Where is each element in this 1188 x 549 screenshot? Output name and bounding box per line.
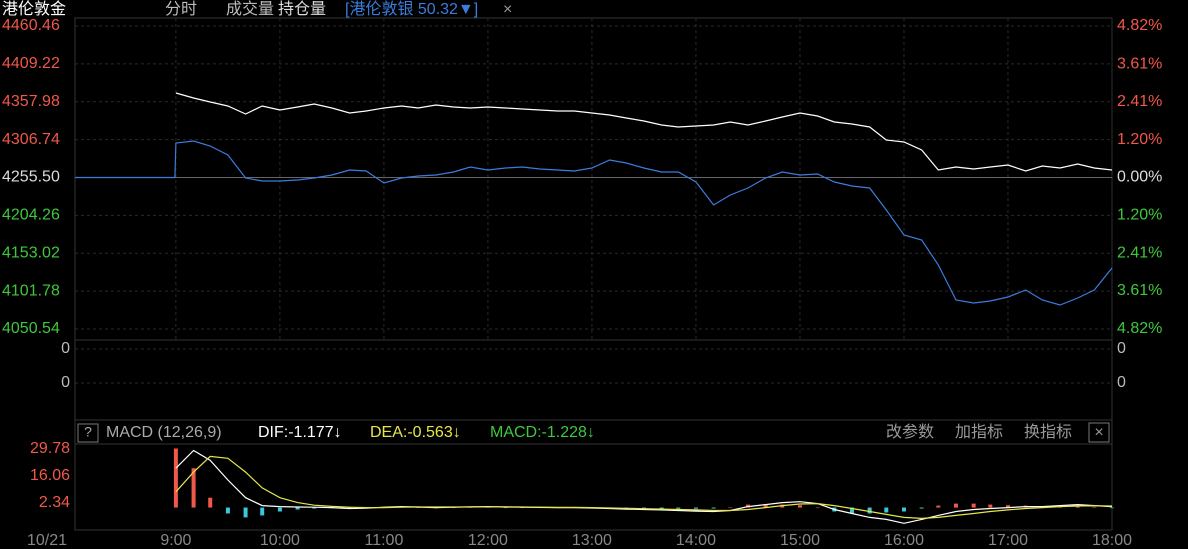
x-tick-label: 16:00: [884, 532, 924, 549]
y2-tick-label: 2.41%: [1117, 244, 1162, 261]
tab[interactable]: 港伦敦金: [2, 0, 66, 18]
legend-entry: MACD:-1.228↓: [490, 424, 595, 441]
macd-bar: [1092, 507, 1097, 508]
macd-bar: [763, 504, 768, 508]
macd-bar: [693, 507, 698, 509]
y2-tick-label: 1.20%: [1117, 131, 1162, 148]
macd-bar: [971, 503, 976, 508]
x-tick-label: 11:00: [364, 532, 403, 549]
indicator-button[interactable]: 换指标: [1024, 423, 1072, 441]
macd-bar: [676, 507, 681, 509]
help[interactable]: ?: [84, 424, 92, 440]
indicator-button[interactable]: ×: [1094, 424, 1103, 441]
y2-tick-label: 0: [1117, 340, 1126, 357]
price-panel: [74, 17, 1113, 341]
y2-tick-label: 3.61%: [1117, 55, 1162, 72]
macd-bar: [208, 497, 213, 508]
series-line: [175, 455, 1113, 520]
compare-symbol[interactable]: [港伦敦银 50.32▼]: [345, 0, 478, 18]
y2-tick-label: 0: [1117, 374, 1126, 391]
y-tick-label: 4357.98: [2, 93, 60, 110]
series-line: [175, 92, 1113, 172]
macd-bar: [659, 507, 664, 509]
macd-bar: [815, 507, 820, 509]
y-tick-label: 2.34: [39, 494, 70, 511]
indicator-button[interactable]: 改参数: [886, 423, 934, 441]
y-tick-label: 4101.78: [2, 282, 60, 299]
macd-bar: [173, 448, 178, 508]
macd-bar: [711, 507, 716, 509]
macd-bar: [936, 505, 941, 508]
indicator-button[interactable]: 加指标: [955, 423, 1003, 441]
macd-bar: [295, 507, 300, 510]
y2-tick-label: 4.82%: [1117, 320, 1162, 337]
y-tick-label: 29.78: [30, 440, 70, 457]
y-tick-label: 4306.74: [2, 131, 60, 148]
macd-bar: [277, 507, 282, 512]
macd-bar: [728, 507, 733, 509]
y-tick-label: 16.06: [30, 467, 70, 484]
macd-bar: [797, 505, 802, 508]
macd-bar: [260, 507, 265, 516]
y-tick-label: 4255.50: [2, 169, 60, 186]
legend-entry: DEA:-0.563↓: [370, 424, 461, 441]
y-tick-label: 0: [61, 374, 70, 391]
macd-bar: [520, 507, 525, 509]
x-tick-label: 12:00: [468, 532, 508, 549]
macd-bar: [641, 507, 646, 509]
macd-bar: [485, 507, 490, 508]
macd-bar: [1075, 506, 1080, 508]
help-box[interactable]: [77, 423, 99, 443]
close-compare[interactable]: ×: [503, 1, 512, 18]
macd-bar: [953, 503, 958, 508]
legend-entry: DIF:-1.177↓: [258, 424, 342, 441]
y-tick-label: 4204.26: [2, 207, 60, 224]
volume-panel: [74, 339, 1113, 421]
y2-tick-label: 1.20%: [1117, 206, 1162, 223]
y2-tick-label: 0.00%: [1117, 169, 1162, 186]
x-tick-label: 10:00: [260, 532, 300, 549]
x-tick-label: 17:00: [988, 532, 1028, 549]
y-tick-label: 4460.46: [2, 17, 60, 34]
macd-bar: [988, 504, 993, 508]
y-tick-label: 4050.54: [2, 320, 60, 337]
macd-bar: [416, 507, 421, 508]
y2-tick-label: 3.61%: [1117, 282, 1162, 299]
macd-panel: [74, 419, 1113, 531]
series-line: [175, 449, 1113, 524]
close-box[interactable]: [1088, 422, 1110, 443]
macd-bar: [867, 507, 872, 514]
y-tick-label: 4409.22: [2, 55, 60, 72]
y-tick-label: 0: [61, 340, 70, 357]
macd-bar: [503, 507, 508, 509]
y2-tick-label: 4.82%: [1117, 17, 1162, 34]
x-tick-label: 9:00: [160, 532, 191, 549]
macd-bar: [1110, 507, 1114, 509]
macd-bar: [312, 507, 317, 509]
y-tick-label: 4153.02: [2, 244, 60, 261]
macd-bar: [243, 507, 248, 518]
indicator-name: MACD (12,26,9): [106, 424, 222, 441]
macd-bar: [191, 468, 196, 508]
macd-bar: [225, 507, 230, 514]
x-tick-label: 14:00: [676, 532, 716, 549]
series-line: [75, 140, 1113, 306]
macd-bar: [849, 507, 854, 514]
date-label: 10/21: [27, 532, 67, 549]
macd-bar: [919, 507, 924, 509]
x-tick-label: 15:00: [780, 532, 820, 549]
tab[interactable]: 成交量: [226, 0, 274, 18]
macd-bar: [884, 507, 889, 513]
macd-bar: [1005, 505, 1010, 508]
tab[interactable]: 持仓量: [278, 0, 326, 18]
y2-tick-label: 2.41%: [1117, 93, 1162, 110]
macd-bar: [901, 507, 906, 512]
tab[interactable]: 分时: [165, 0, 197, 18]
x-tick-label: 18:00: [1092, 532, 1132, 549]
x-tick-label: 13:00: [572, 532, 612, 549]
macd-bar: [451, 507, 456, 509]
